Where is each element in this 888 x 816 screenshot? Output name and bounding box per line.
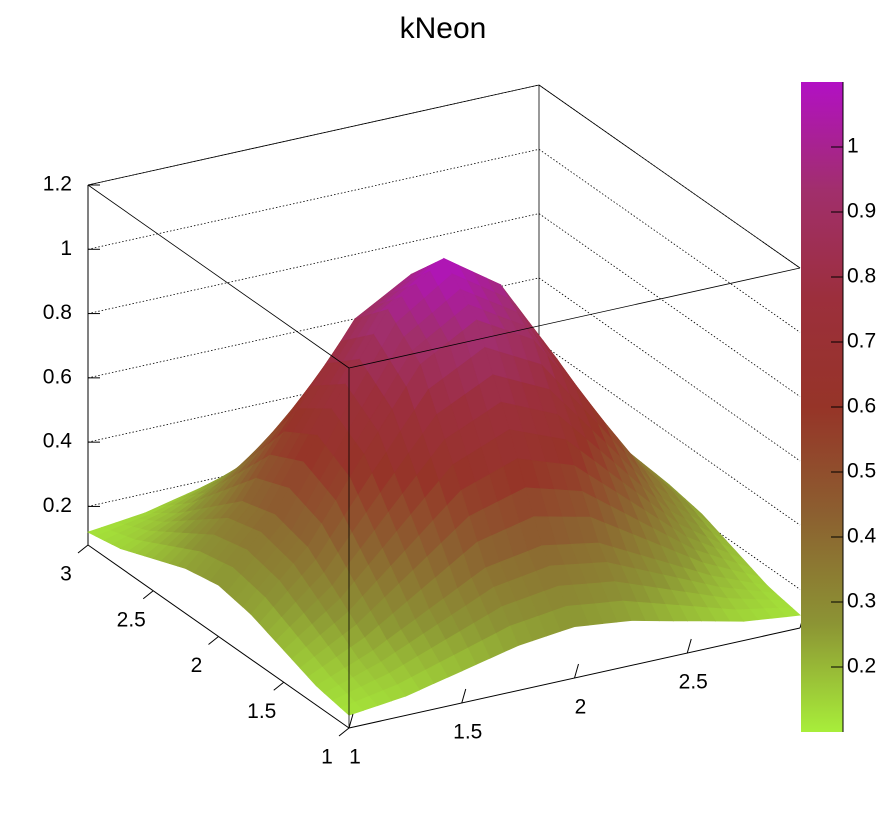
z-tick-label: 0.8 <box>43 301 72 324</box>
z-tick-label: 0.4 <box>43 430 73 453</box>
y-tick <box>338 727 350 737</box>
box-edge <box>87 184 350 369</box>
colorbar-tick-label: 0.9 <box>847 200 876 223</box>
y-tick-label: 3 <box>60 563 72 586</box>
x-tick <box>686 638 692 654</box>
x-tick-label: 1.5 <box>453 721 482 744</box>
x-tick-label: 1 <box>349 746 361 769</box>
z-tick-label: 1 <box>60 237 72 260</box>
colorbar-tick-label: 0.3 <box>847 590 876 613</box>
z-tick-label: 0.2 <box>43 494 72 517</box>
x-tick-label: 2 <box>575 696 587 719</box>
y-tick <box>77 544 89 554</box>
surface <box>86 257 801 716</box>
y-tick-label: 1 <box>321 746 333 769</box>
surface-patch <box>340 701 364 716</box>
colorbar-tick-label: 0.8 <box>847 265 876 288</box>
colorbar-tick-label: 0.4 <box>847 525 877 548</box>
y-tick <box>208 636 219 645</box>
colorbar-tick-label: 1 <box>847 135 859 158</box>
y-tick-label: 1.5 <box>247 700 276 723</box>
y-tick <box>273 681 285 691</box>
z-tick-label: 0.6 <box>43 365 72 388</box>
y-tick-label: 2.5 <box>117 608 146 631</box>
chart-title: kNeon <box>400 12 487 45</box>
colorbar-tick-label: 0.7 <box>847 330 876 353</box>
x-tick-label: 2.5 <box>679 671 708 694</box>
x-tick <box>348 713 354 729</box>
colorbar-tick-label: 0.5 <box>847 460 876 483</box>
box-edge <box>538 84 801 269</box>
colorbar-tick-label: 0.2 <box>847 655 876 678</box>
box-edge <box>87 84 540 186</box>
y-tick <box>142 590 154 600</box>
x-tick <box>461 688 467 704</box>
z-tick-label: 1.2 <box>43 173 72 196</box>
front-layer: 11.522.5311.522.530.20.30.40.50.60.70.80… <box>60 82 877 769</box>
box-edge <box>348 267 801 369</box>
x-tick <box>574 663 579 679</box>
colorbar-tick-label: 0.6 <box>847 395 876 418</box>
y-tick-label: 2 <box>191 654 203 677</box>
